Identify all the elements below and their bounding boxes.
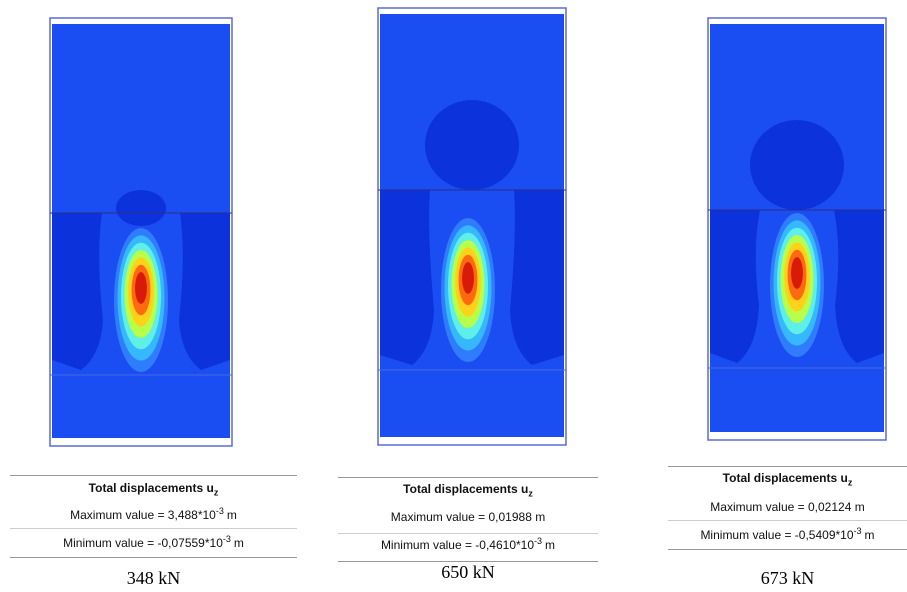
text-part: -3 xyxy=(534,536,542,546)
text-part: 673 kN xyxy=(761,568,815,588)
text-part: z xyxy=(848,477,853,487)
text-part: m xyxy=(227,508,237,522)
text-part: Minimum value = -0,4610*10 xyxy=(381,538,534,552)
text-part: m xyxy=(545,538,555,552)
contour-zone xyxy=(425,100,519,190)
contour-zone xyxy=(750,120,844,210)
contour-zone xyxy=(116,190,166,226)
text-part: Maximum value = 0,01988 m xyxy=(391,510,545,524)
figure: Total displacements uzMaximum value = 3,… xyxy=(0,0,907,592)
contour-zone xyxy=(510,190,564,365)
rule xyxy=(10,475,297,476)
contour-zone xyxy=(179,213,230,370)
text-part: Maximum value = 3,488*10 xyxy=(70,508,216,522)
contour-zone xyxy=(52,213,103,370)
text-part: m xyxy=(234,536,244,550)
legend-title: Total displacements uz xyxy=(338,482,598,498)
text-part: 348 kN xyxy=(127,568,181,588)
contour-plot xyxy=(378,8,566,445)
legend-title: Total displacements uz xyxy=(10,481,297,497)
load-label: 650 kN xyxy=(338,562,598,583)
text-part: Total displacements u xyxy=(723,471,848,485)
contour-zone xyxy=(710,210,760,363)
text-part: Total displacements u xyxy=(403,482,528,496)
text-part: -3 xyxy=(216,506,224,516)
legend-title: Total displacements uz xyxy=(668,471,907,487)
text-part: Total displacements u xyxy=(89,481,214,495)
contour-band xyxy=(791,257,803,289)
contour-band xyxy=(135,272,147,304)
contour-zone xyxy=(380,190,434,365)
contour-plot xyxy=(708,18,886,440)
rule xyxy=(10,528,297,529)
maximum-value: Maximum value = 0,02124 m xyxy=(668,500,907,514)
rule xyxy=(338,533,598,534)
text-part: -3 xyxy=(854,526,862,536)
text-part: z xyxy=(214,487,219,497)
text-part: z xyxy=(528,488,533,498)
text-part: Maximum value = 0,02124 m xyxy=(710,500,864,514)
maximum-value: Maximum value = 0,01988 m xyxy=(338,510,598,524)
rule xyxy=(338,477,598,478)
load-label: 673 kN xyxy=(668,568,907,589)
contour-zone xyxy=(834,210,884,363)
load-label: 348 kN xyxy=(10,568,297,589)
contour-band xyxy=(462,262,474,294)
text-part: m xyxy=(865,528,875,542)
rule xyxy=(668,520,907,521)
rule xyxy=(668,549,907,550)
text-part: -3 xyxy=(223,534,231,544)
contour-plot xyxy=(50,18,232,446)
text-part: 650 kN xyxy=(441,562,495,582)
text-part: Minimum value = -0,5409*10 xyxy=(700,528,853,542)
text-part: Minimum value = -0,07559*10 xyxy=(63,536,223,550)
rule xyxy=(668,466,907,467)
rule xyxy=(10,557,297,558)
